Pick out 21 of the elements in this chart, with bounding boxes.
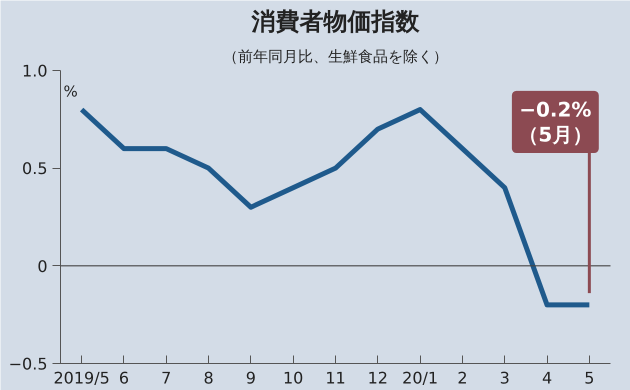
x-tick-label: 3 xyxy=(500,368,510,388)
x-tick-label: 10 xyxy=(283,368,304,388)
x-tick-label: 8 xyxy=(203,368,214,388)
x-tick-label: 2019/5 xyxy=(54,368,110,388)
chart-subtitle: （前年同月比、生鮮食品を除く） xyxy=(223,48,448,66)
x-tick-label: 7 xyxy=(161,368,172,388)
x-tick-label: 4 xyxy=(542,368,552,388)
y-tick-label: −0.5 xyxy=(8,354,48,374)
y-tick-label: 0 xyxy=(37,256,48,276)
y-tick-label: 0.5 xyxy=(22,159,48,178)
chart-title: 消費者物価指数 xyxy=(250,8,420,36)
x-tick-label: 12 xyxy=(368,368,388,388)
y-axis-title: % xyxy=(64,82,78,100)
x-tick-label: 2 xyxy=(457,368,468,388)
x-tick-label: 11 xyxy=(325,368,346,388)
x-tick-label: 9 xyxy=(246,368,256,388)
x-tick-label: 5 xyxy=(584,368,594,388)
y-tick-label: 1.0 xyxy=(22,62,48,80)
x-tick-label: 20/1 xyxy=(402,368,438,388)
x-tick-label: 6 xyxy=(118,368,130,388)
annotation: −0.2% （5月） xyxy=(518,97,592,147)
